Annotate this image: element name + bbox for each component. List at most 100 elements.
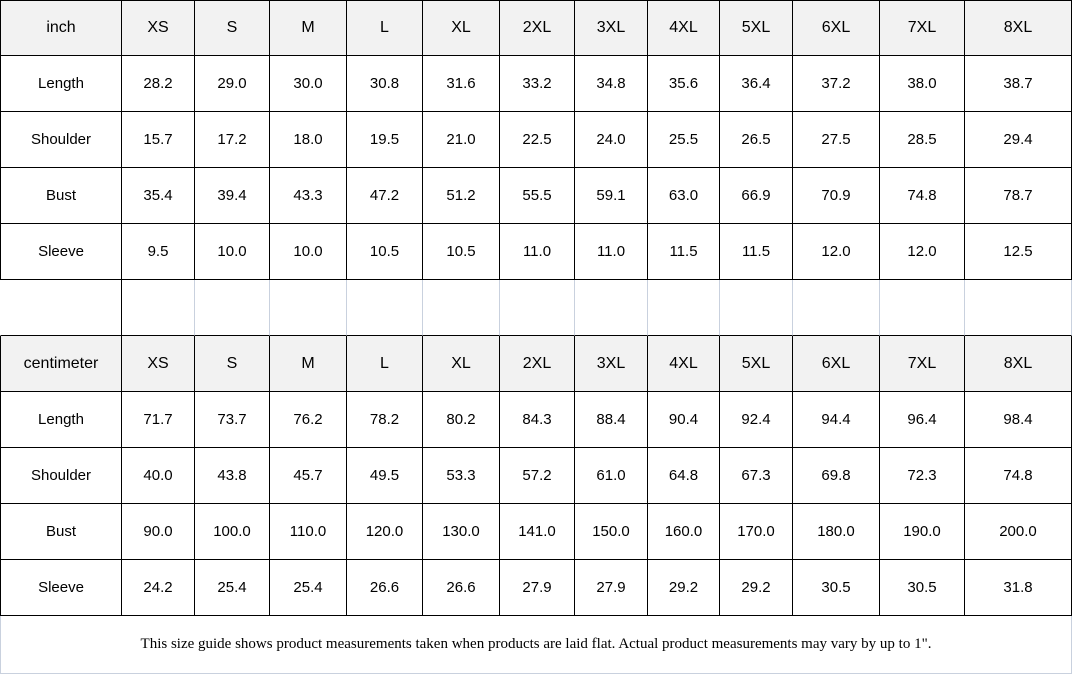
spacer-cell xyxy=(720,280,793,336)
measurement-value: 36.4 xyxy=(720,56,793,112)
measurement-value: 67.3 xyxy=(720,448,793,504)
measurement-value: 190.0 xyxy=(880,504,965,560)
spacer-cell xyxy=(500,280,575,336)
measurement-value: 17.2 xyxy=(195,112,270,168)
size-column-header: 4XL xyxy=(648,336,720,392)
size-column-header: M xyxy=(270,0,347,56)
size-column-header: XS xyxy=(122,336,195,392)
measurement-value: 26.6 xyxy=(347,560,423,616)
measurement-label: Shoulder xyxy=(0,112,122,168)
unit-label-inch: inch xyxy=(0,0,122,56)
measurement-value: 12.0 xyxy=(793,224,880,280)
measurement-value: 120.0 xyxy=(347,504,423,560)
measurement-value: 80.2 xyxy=(423,392,500,448)
measurement-value: 24.0 xyxy=(575,112,648,168)
measurement-value: 26.5 xyxy=(720,112,793,168)
measurement-value: 25.4 xyxy=(195,560,270,616)
measurement-value: 27.9 xyxy=(575,560,648,616)
measurement-value: 78.7 xyxy=(965,168,1072,224)
measurement-row-bust: Bust 90.0 100.0 110.0 120.0 130.0 141.0 150.0 16… xyxy=(0,504,1072,560)
measurement-value: 74.8 xyxy=(965,448,1072,504)
measurement-value: 180.0 xyxy=(793,504,880,560)
measurement-value: 25.4 xyxy=(270,560,347,616)
measurement-value: 30.5 xyxy=(793,560,880,616)
measurement-value: 141.0 xyxy=(500,504,575,560)
measurement-value: 64.8 xyxy=(648,448,720,504)
footer-note-text: This size guide shows product measuremen… xyxy=(140,636,932,652)
size-column-header: XL xyxy=(423,0,500,56)
measurement-value: 92.4 xyxy=(720,392,793,448)
measurement-value: 18.0 xyxy=(270,112,347,168)
measurement-value: 69.8 xyxy=(793,448,880,504)
spacer-cell xyxy=(0,280,122,336)
measurement-value: 98.4 xyxy=(965,392,1072,448)
measurement-value: 12.0 xyxy=(880,224,965,280)
measurement-value: 37.2 xyxy=(793,56,880,112)
measurement-value: 74.8 xyxy=(880,168,965,224)
measurement-value: 11.5 xyxy=(648,224,720,280)
measurement-label: Length xyxy=(0,392,122,448)
size-column-header: M xyxy=(270,336,347,392)
measurement-value: 10.0 xyxy=(270,224,347,280)
measurement-label: Sleeve xyxy=(0,224,122,280)
measurement-value: 45.7 xyxy=(270,448,347,504)
size-column-header: 6XL xyxy=(793,336,880,392)
size-header-row-inch: inch XS S M L XL 2XL 3XL 4XL 5XL 6XL 7XL 8XL xyxy=(0,0,1072,56)
measurement-value: 28.2 xyxy=(122,56,195,112)
measurement-value: 90.4 xyxy=(648,392,720,448)
measurement-value: 22.5 xyxy=(500,112,575,168)
measurement-value: 49.5 xyxy=(347,448,423,504)
spacer-cell xyxy=(648,280,720,336)
measurement-value: 29.0 xyxy=(195,56,270,112)
measurement-value: 27.5 xyxy=(793,112,880,168)
size-table-body: inch XS S M L XL 2XL 3XL 4XL 5XL 6XL 7XL 8XL Length 28… xyxy=(0,0,1072,616)
measurement-value: 31.6 xyxy=(423,56,500,112)
measurement-value: 43.3 xyxy=(270,168,347,224)
measurement-value: 59.1 xyxy=(575,168,648,224)
size-column-header: 3XL xyxy=(575,0,648,56)
measurement-value: 70.9 xyxy=(793,168,880,224)
measurement-value: 9.5 xyxy=(122,224,195,280)
measurement-value: 96.4 xyxy=(880,392,965,448)
spacer-cell xyxy=(347,280,423,336)
size-column-header: 4XL xyxy=(648,0,720,56)
spacer-cell xyxy=(880,280,965,336)
measurement-value: 24.2 xyxy=(122,560,195,616)
spacer-cell xyxy=(270,280,347,336)
measurement-value: 63.0 xyxy=(648,168,720,224)
measurement-value: 35.6 xyxy=(648,56,720,112)
measurement-row-length: Length 28.2 29.0 30.0 30.8 31.6 33.2 34.8 35.6 36… xyxy=(0,56,1072,112)
spacer-cell xyxy=(575,280,648,336)
size-column-header: 8XL xyxy=(965,336,1072,392)
measurement-value: 71.7 xyxy=(122,392,195,448)
size-column-header: 8XL xyxy=(965,0,1072,56)
measurement-row-shoulder: Shoulder 15.7 17.2 18.0 19.5 21.0 22.5 24.0 25.5… xyxy=(0,112,1072,168)
measurement-value: 66.9 xyxy=(720,168,793,224)
size-column-header: S xyxy=(195,336,270,392)
size-column-header: 5XL xyxy=(720,0,793,56)
measurement-value: 38.0 xyxy=(880,56,965,112)
measurement-value: 88.4 xyxy=(575,392,648,448)
measurement-value: 10.0 xyxy=(195,224,270,280)
measurement-value: 78.2 xyxy=(347,392,423,448)
measurement-label: Sleeve xyxy=(0,560,122,616)
measurement-row-length: Length 71.7 73.7 76.2 78.2 80.2 84.3 88.4 90.4 92… xyxy=(0,392,1072,448)
size-column-header: 2XL xyxy=(500,336,575,392)
size-column-header: 5XL xyxy=(720,336,793,392)
size-column-header: 7XL xyxy=(880,336,965,392)
measurement-value: 130.0 xyxy=(423,504,500,560)
size-column-header: 7XL xyxy=(880,0,965,56)
spacer-row xyxy=(0,280,1072,336)
measurement-value: 10.5 xyxy=(347,224,423,280)
size-column-header: S xyxy=(195,0,270,56)
measurement-value: 31.8 xyxy=(965,560,1072,616)
size-column-header: XL xyxy=(423,336,500,392)
size-column-header: L xyxy=(347,336,423,392)
measurement-label: Length xyxy=(0,56,122,112)
size-column-header: L xyxy=(347,0,423,56)
measurement-row-bust: Bust 35.4 39.4 43.3 47.2 51.2 55.5 59.1 63.0 66.9… xyxy=(0,168,1072,224)
measurement-row-sleeve: Sleeve 9.5 10.0 10.0 10.5 10.5 11.0 11.0 11.5 11.… xyxy=(0,224,1072,280)
measurement-value: 33.2 xyxy=(500,56,575,112)
measurement-value: 110.0 xyxy=(270,504,347,560)
measurement-value: 30.0 xyxy=(270,56,347,112)
